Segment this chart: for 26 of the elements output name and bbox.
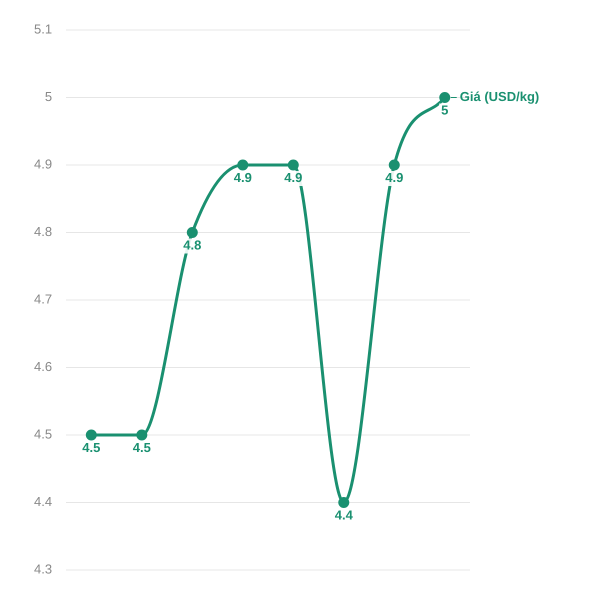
series-label: Giá (USD/kg): [460, 89, 540, 104]
data-label: 4.9: [385, 170, 404, 186]
point: [388, 160, 400, 170]
data-label: 4.9: [234, 170, 252, 186]
y-tick-label: 4.7: [34, 292, 52, 307]
data-label: 4.5: [82, 440, 100, 456]
y-tick-label: 4.4: [34, 494, 52, 510]
point: [338, 497, 350, 508]
y-tick-label: 5: [44, 89, 52, 104]
point: [439, 92, 450, 103]
data-label: 4.9: [284, 170, 302, 186]
point: [86, 430, 97, 440]
y-tick-label: 4.3: [34, 562, 52, 577]
data-label: 4.5: [132, 440, 151, 456]
data-label: 4.8: [183, 238, 202, 253]
y-tick-label: 4.9: [34, 156, 52, 172]
point: [237, 160, 248, 170]
y-tick-label: 5.1: [34, 22, 52, 37]
data-label: 5: [441, 102, 448, 118]
data-label: 4.4: [334, 508, 354, 523]
y-tick-label: 4.6: [34, 359, 52, 374]
point: [186, 227, 198, 238]
point: [136, 430, 148, 440]
point: [288, 160, 299, 170]
y-tick-label: 4.5: [34, 426, 52, 442]
y-tick-label: 4.8: [34, 224, 52, 240]
